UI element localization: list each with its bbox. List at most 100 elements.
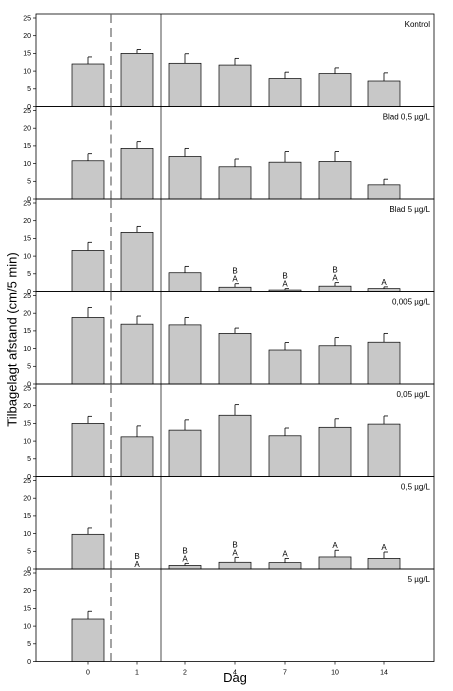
y-tick-label: 20 — [23, 496, 31, 503]
panel-label: 5 µg/L — [408, 575, 431, 584]
y-tick-label: 10 — [23, 623, 31, 630]
y-tick-label: 25 — [23, 108, 31, 115]
bar — [71, 618, 105, 662]
bar — [367, 80, 401, 107]
y-tick-label: 15 — [23, 421, 31, 428]
bar — [318, 345, 352, 385]
bar — [120, 436, 154, 477]
panel-label: Blad 0,5 µg/L — [383, 113, 431, 122]
y-tick-label: 25 — [23, 15, 31, 22]
y-tick-label: 0 — [27, 474, 31, 481]
y-tick-label: 0 — [27, 381, 31, 388]
significance-label: B — [332, 266, 337, 275]
significance-label: A — [232, 548, 238, 557]
x-axis-title: Dag — [223, 670, 247, 685]
y-tick-label: 25 — [23, 200, 31, 207]
bar — [268, 435, 302, 477]
x-tick-label: 4 — [233, 670, 237, 677]
y-tick-label: 0 — [27, 659, 31, 666]
y-tick-label: 5 — [27, 641, 31, 648]
x-tick-label: 10 — [331, 670, 339, 677]
significance-label: B — [232, 540, 237, 549]
bar — [218, 286, 252, 292]
bar — [268, 161, 302, 200]
y-tick-label: 15 — [23, 328, 31, 335]
bar — [318, 556, 352, 570]
bar — [71, 423, 105, 477]
y-tick-label: 20 — [23, 403, 31, 410]
y-tick-label: 10 — [23, 68, 31, 75]
bar — [268, 349, 302, 385]
y-tick-label: 5 — [27, 179, 31, 186]
bar — [218, 561, 252, 570]
significance-label: A — [332, 274, 338, 283]
bar — [367, 423, 401, 477]
significance-label: B — [182, 546, 187, 555]
y-tick-label: 25 — [23, 478, 31, 485]
bar — [367, 184, 401, 200]
x-tick-label: 0 — [86, 670, 90, 677]
bar — [367, 288, 401, 292]
bar — [318, 161, 352, 200]
y-tick-label: 25 — [23, 293, 31, 300]
bar — [318, 285, 352, 292]
bar — [268, 562, 302, 570]
bar — [168, 62, 202, 107]
y-tick-label: 10 — [23, 346, 31, 353]
panel-label: 0,05 µg/L — [396, 390, 430, 399]
bar — [71, 250, 105, 292]
significance-label: A — [332, 541, 338, 550]
significance-label: A — [134, 560, 140, 569]
y-tick-label: 15 — [23, 143, 31, 150]
bar — [218, 333, 252, 385]
y-tick-label: 20 — [23, 588, 31, 595]
y-tick-label: 20 — [23, 126, 31, 133]
significance-label: B — [282, 272, 287, 281]
significance-label: A — [182, 554, 188, 563]
significance-label: A — [282, 549, 288, 558]
y-tick-label: 25 — [23, 385, 31, 392]
significance-label: B — [134, 552, 139, 561]
y-tick-label: 5 — [27, 271, 31, 278]
y-tick-label: 0 — [27, 196, 31, 203]
y-tick-label: 20 — [23, 311, 31, 318]
bar — [218, 166, 252, 200]
y-tick-label: 15 — [23, 513, 31, 520]
y-tick-label: 5 — [27, 364, 31, 371]
bar — [318, 426, 352, 477]
panel-label: 0,5 µg/L — [401, 483, 431, 492]
y-tick-label: 10 — [23, 531, 31, 538]
y-tick-label: 20 — [23, 33, 31, 40]
y-tick-label: 0 — [27, 566, 31, 573]
y-tick-label: 5 — [27, 549, 31, 556]
bar — [168, 324, 202, 385]
panel-label: Blad 5 µg/L — [389, 205, 430, 214]
bar — [168, 429, 202, 477]
y-tick-label: 0 — [27, 104, 31, 111]
y-tick-label: 15 — [23, 51, 31, 58]
significance-label: A — [381, 278, 387, 287]
panel-label: Kontrol — [405, 20, 431, 29]
y-tick-label: 10 — [23, 438, 31, 445]
bar — [367, 558, 401, 570]
x-tick-label: 7 — [283, 670, 287, 677]
y-tick-label: 20 — [23, 218, 31, 225]
bar — [71, 160, 105, 200]
y-tick-label: 15 — [23, 236, 31, 243]
bar — [71, 63, 105, 107]
y-tick-label: 5 — [27, 86, 31, 93]
bar — [120, 53, 154, 107]
bar — [168, 156, 202, 200]
significance-label: A — [282, 280, 288, 289]
bar — [168, 565, 202, 570]
y-tick-label: 15 — [23, 606, 31, 613]
panel-label: 0,005 µg/L — [392, 298, 431, 307]
bar — [318, 73, 352, 107]
significance-label: A — [232, 275, 238, 284]
bar — [218, 414, 252, 477]
significance-label: B — [232, 267, 237, 276]
bar — [218, 64, 252, 107]
bar — [71, 317, 105, 385]
y-tick-label: 5 — [27, 456, 31, 463]
